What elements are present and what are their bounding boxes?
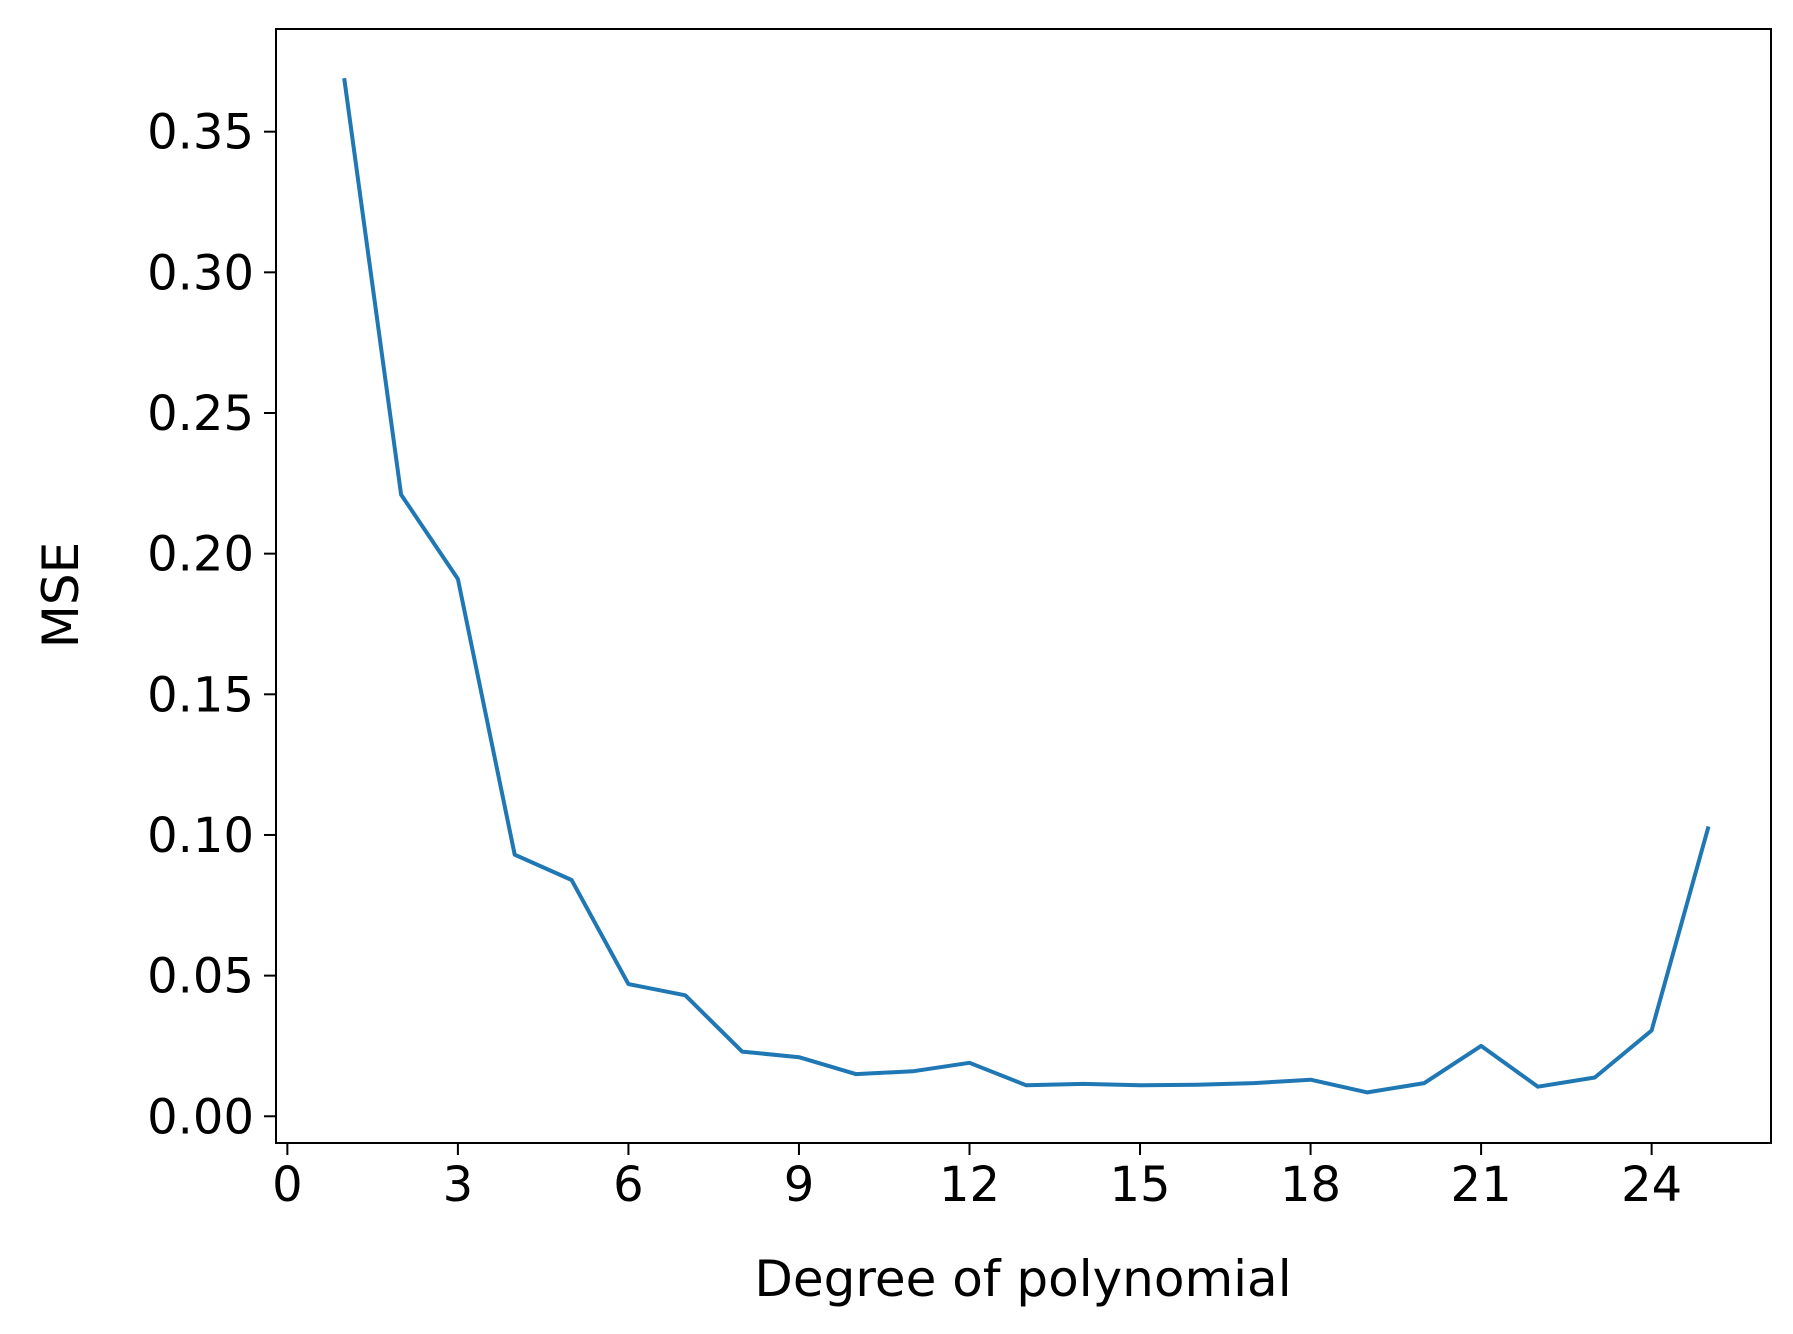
y-tick-label: 0.15 <box>147 667 254 723</box>
x-tick-label: 6 <box>613 1157 644 1213</box>
y-tick-label: 0.00 <box>147 1089 254 1145</box>
plot-area <box>275 28 1772 1144</box>
x-tick-label: 24 <box>1621 1157 1682 1213</box>
y-axis-label: MSE <box>32 542 90 648</box>
plot-frame <box>275 28 1772 1144</box>
y-tick-label: 0.35 <box>147 105 254 161</box>
series-line-0 <box>342 77 1711 1095</box>
y-tick-label: 0.05 <box>147 949 254 1005</box>
x-tick-label: 3 <box>443 1157 474 1213</box>
x-tick-label: 9 <box>784 1157 815 1213</box>
x-axis-label: Degree of polynomial <box>754 1250 1291 1308</box>
y-axis: 0.00 0.05 0.10 0.15 0.20 0.25 0.30 0.35 <box>147 105 276 1145</box>
x-tick-label: 12 <box>939 1157 1000 1213</box>
x-tick-label: 0 <box>272 1157 303 1213</box>
y-tick-label: 0.30 <box>147 245 254 301</box>
y-tick-label: 0.25 <box>147 386 254 442</box>
x-tick-label: 18 <box>1280 1157 1341 1213</box>
x-tick-label: 21 <box>1451 1157 1512 1213</box>
x-axis: 0 3 6 9 12 15 18 21 24 <box>272 1143 1682 1213</box>
y-tick-label: 0.20 <box>147 527 254 583</box>
x-tick-label: 15 <box>1109 1157 1170 1213</box>
y-tick-label: 0.10 <box>147 808 254 864</box>
